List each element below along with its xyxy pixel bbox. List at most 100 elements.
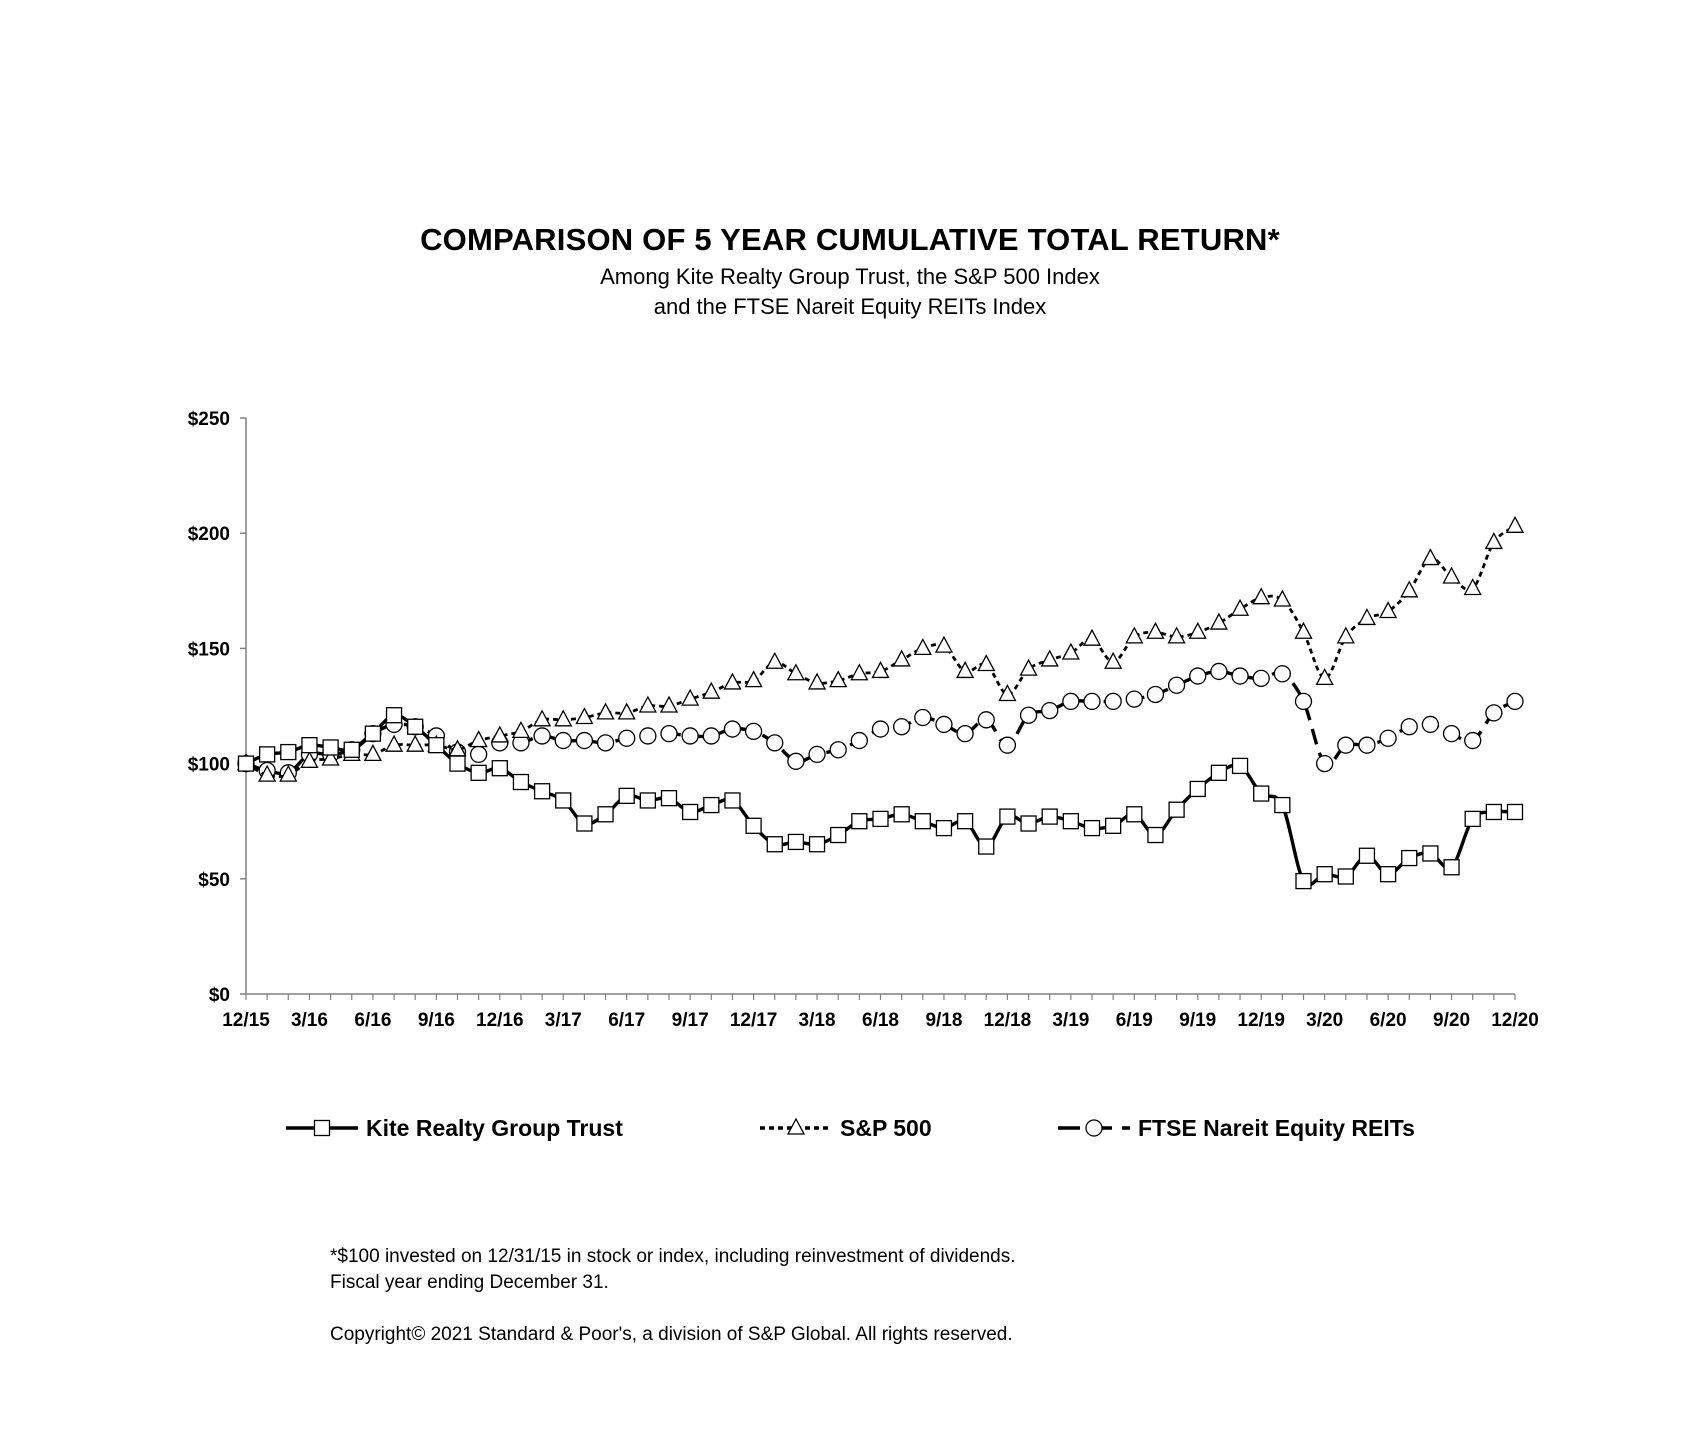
- x-tick-label: 3/16: [291, 1010, 328, 1031]
- legend-marker-sp500: [786, 1117, 806, 1135]
- data-point-nareit: [935, 715, 953, 734]
- data-point-sp500: [977, 654, 996, 672]
- data-point-nareit: [702, 727, 720, 745]
- copyright-notice: Copyright© 2021 Standard & Poor's, a div…: [330, 1324, 1013, 1345]
- data-point-sp500: [363, 744, 382, 762]
- data-point-kite: [1168, 801, 1185, 818]
- x-tick-label: 6/20: [1370, 1010, 1407, 1031]
- data-point-sp500: [1379, 601, 1398, 619]
- data-point-kite: [1443, 859, 1460, 876]
- data-point-nareit: [744, 722, 763, 740]
- data-point-sp500: [490, 725, 509, 743]
- data-point-kite: [830, 826, 847, 844]
- data-point-kite: [999, 808, 1016, 825]
- series-layer: [236, 515, 1525, 890]
- data-point-sp500: [1273, 589, 1292, 607]
- y-tick-label: $250: [188, 409, 230, 430]
- data-point-kite: [787, 833, 805, 851]
- data-point-kite: [1464, 810, 1481, 828]
- data-point-kite: [660, 790, 678, 807]
- data-point-kite: [407, 718, 424, 735]
- data-point-kite: [280, 743, 297, 761]
- data-point-kite: [512, 773, 530, 791]
- data-point-kite: [1062, 813, 1079, 830]
- footnote-investment: *$100 invested on 12/31/15 in stock or i…: [330, 1246, 1016, 1267]
- y-tick-label: $50: [198, 870, 230, 891]
- data-point-kite: [639, 792, 656, 809]
- data-point-nareit: [998, 736, 1017, 754]
- y-tick-label: $100: [188, 755, 230, 776]
- data-point-sp500: [384, 734, 404, 752]
- series-sp500: [236, 515, 1525, 782]
- legend-label-nareit: FTSE Nareit Equity REITs: [1138, 1115, 1415, 1141]
- data-point-sp500: [321, 748, 340, 766]
- data-point-kite: [1083, 819, 1101, 837]
- data-point-kite: [851, 813, 868, 830]
- x-tick-label: 12/19: [1237, 1010, 1285, 1031]
- legend-marker-kite: [313, 1119, 331, 1137]
- x-tick-label: 9/20: [1433, 1010, 1470, 1031]
- data-point-sp500: [1061, 642, 1080, 660]
- data-point-nareit: [893, 718, 911, 736]
- x-tick-label: 12/20: [1491, 1010, 1539, 1031]
- y-tick-label: $150: [188, 639, 230, 660]
- x-tick-label: 3/20: [1306, 1010, 1343, 1031]
- data-point-nareit: [1358, 736, 1376, 754]
- data-point-kite: [1231, 757, 1249, 775]
- data-point-nareit: [850, 731, 868, 750]
- legend-item-kite: Kite Realty Group Trust: [286, 1115, 623, 1141]
- legend-item-nareit: FTSE Nareit Equity REITs: [1058, 1115, 1415, 1141]
- data-point-kite: [808, 836, 826, 853]
- x-tick-label: 6/19: [1116, 1010, 1153, 1031]
- x-tick-label: 9/16: [418, 1010, 455, 1031]
- data-point-sp500: [681, 688, 700, 706]
- data-point-sp500: [1442, 566, 1461, 584]
- data-point-kite: [1105, 817, 1122, 834]
- legend-item-sp500: S&P 500: [760, 1115, 932, 1141]
- data-point-kite: [682, 803, 699, 821]
- data-point-sp500: [850, 663, 869, 681]
- data-point-kite: [1020, 815, 1037, 832]
- legend-label-kite: Kite Realty Group Trust: [366, 1115, 623, 1141]
- legend-marker-nareit: [1085, 1119, 1103, 1137]
- data-point-nareit: [1125, 690, 1143, 708]
- data-point-nareit: [1104, 692, 1122, 711]
- data-point-sp500: [1104, 651, 1123, 669]
- data-point-kite: [449, 755, 466, 772]
- data-point-sp500: [1505, 515, 1525, 533]
- x-tick-label: 3/18: [799, 1010, 836, 1031]
- data-point-sp500: [1209, 612, 1228, 630]
- data-point-nareit: [1273, 665, 1291, 683]
- data-point-kite: [618, 787, 635, 805]
- data-point-nareit: [723, 720, 742, 738]
- data-point-kite: [1379, 866, 1397, 883]
- data-point-sp500: [786, 663, 805, 681]
- x-tick-label: 3/17: [545, 1010, 582, 1031]
- data-point-kite: [1295, 872, 1312, 890]
- data-point-nareit: [956, 724, 974, 743]
- data-point-kite: [1485, 803, 1502, 821]
- data-point-nareit: [681, 727, 699, 745]
- data-point-kite: [301, 737, 318, 754]
- data-point-sp500: [1019, 658, 1038, 676]
- data-point-sp500: [659, 695, 679, 713]
- data-point-nareit: [1252, 669, 1270, 688]
- data-point-sp500: [638, 695, 657, 713]
- data-point-kite: [766, 836, 783, 853]
- data-point-kite: [364, 725, 382, 742]
- data-point-sp500: [554, 709, 573, 727]
- data-point-nareit: [1189, 667, 1207, 685]
- data-point-sp500: [1167, 626, 1186, 644]
- data-point-nareit: [1442, 724, 1461, 743]
- data-point-kite: [1210, 764, 1228, 781]
- data-point-nareit: [766, 734, 784, 752]
- data-point-nareit: [1316, 754, 1334, 773]
- data-point-nareit: [554, 731, 572, 750]
- series-kite: [237, 707, 1524, 890]
- data-point-kite: [1422, 845, 1439, 862]
- legend: Kite Realty Group Trust S&P 500 FTSE Narei…: [286, 1115, 1415, 1141]
- footnote-fiscal-year: Fiscal year ending December 31.: [330, 1272, 609, 1293]
- x-tick-label: 9/17: [672, 1010, 709, 1031]
- data-point-sp500: [702, 681, 721, 699]
- x-tick-label: 6/17: [608, 1010, 645, 1031]
